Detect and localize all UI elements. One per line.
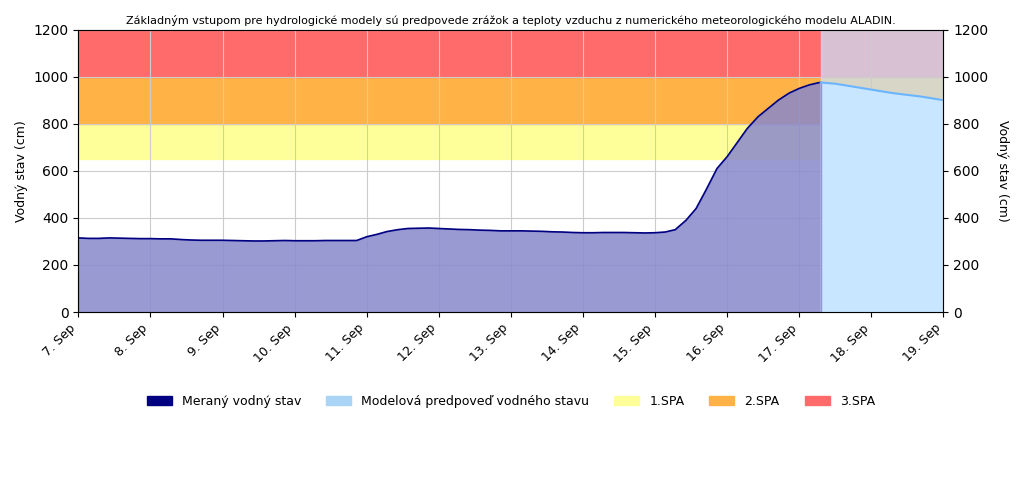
Bar — [79, 77, 943, 124]
Y-axis label: Vodný stav (cm): Vodný stav (cm) — [15, 120, 28, 222]
Y-axis label: Vodný stav (cm): Vodný stav (cm) — [996, 120, 1009, 222]
Bar — [79, 159, 943, 312]
Bar — [79, 30, 943, 77]
Legend: Meraný vodný stav, Modelová predpoveď vodného stavu, 1.SPA, 2.SPA, 3.SPA: Meraný vodný stav, Modelová predpoveď vo… — [142, 390, 880, 413]
Bar — [79, 124, 943, 159]
Title: Základným vstupom pre hydrologické modely sú predpovede zrážok a teploty vzduchu: Základným vstupom pre hydrologické model… — [126, 15, 896, 26]
